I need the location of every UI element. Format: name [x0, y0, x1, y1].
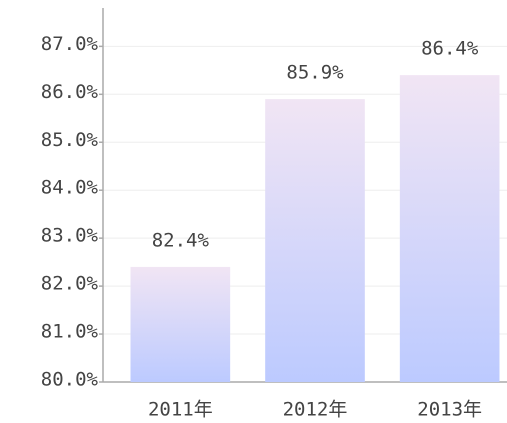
bar — [399, 75, 500, 382]
bar — [130, 266, 231, 382]
x-tick-label: 2011年 — [148, 399, 213, 421]
bar — [265, 99, 365, 382]
y-tick-label: 86.0% — [41, 81, 99, 103]
y-tick-label: 85.0% — [41, 129, 99, 151]
x-tick-label: 2013年 — [417, 399, 482, 421]
value-label: 82.4% — [152, 229, 210, 251]
x-tick-label: 2012年 — [283, 399, 348, 421]
y-tick-label: 81.0% — [41, 321, 99, 343]
y-tick-label: 80.0% — [41, 369, 99, 391]
value-label: 86.4% — [421, 38, 479, 60]
y-tick-label: 82.0% — [41, 273, 99, 295]
y-tick-label: 84.0% — [41, 177, 99, 199]
y-tick-label: 83.0% — [41, 225, 99, 247]
y-tick-label: 87.0% — [41, 33, 99, 55]
value-label: 85.9% — [286, 62, 344, 84]
